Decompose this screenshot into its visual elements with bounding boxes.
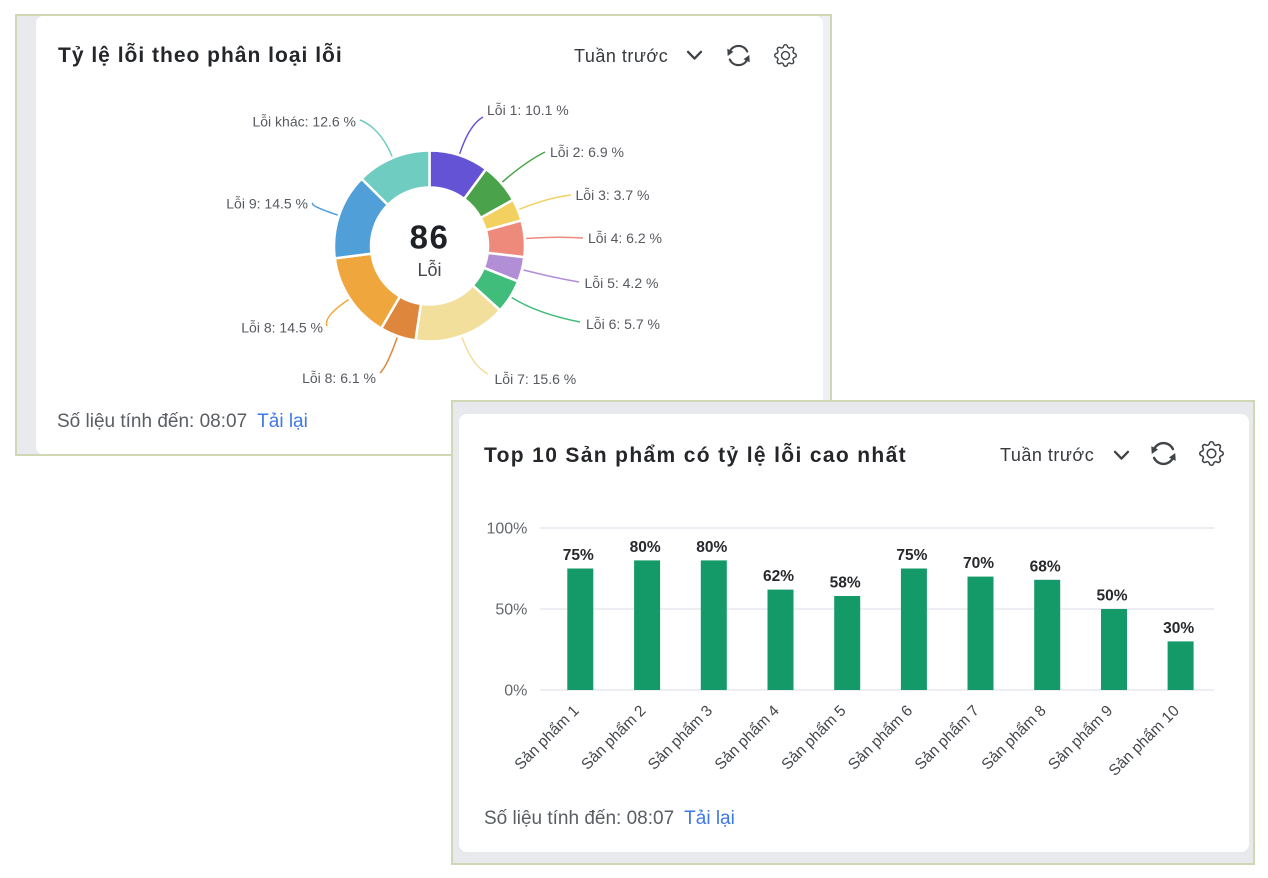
svg-text:50%: 50% [495,601,527,618]
svg-text:Sản phẩm 2: Sản phẩm 2 [578,702,649,773]
svg-text:Lỗi 3: 3.7 %: Lỗi 3: 3.7 % [576,187,650,203]
svg-text:62%: 62% [763,568,794,585]
svg-text:80%: 80% [630,539,661,556]
svg-text:100%: 100% [486,520,527,537]
svg-text:Lỗi 2: 6.9 %: Lỗi 2: 6.9 % [550,144,624,160]
svg-text:Sản phẩm 4: Sản phẩm 4 [712,702,783,773]
svg-text:Sản phẩm 6: Sản phẩm 6 [845,702,916,773]
svg-text:Sản phẩm 7: Sản phẩm 7 [912,702,983,773]
svg-text:Sản phẩm 3: Sản phẩm 3 [645,702,716,773]
svg-text:Lỗi 4: 6.2 %: Lỗi 4: 6.2 % [588,230,662,246]
svg-text:0%: 0% [504,682,527,699]
svg-text:86: 86 [410,219,450,256]
svg-text:Sản phẩm 10: Sản phẩm 10 [1106,702,1183,779]
svg-text:Lỗi 6: 5.7 %: Lỗi 6: 5.7 % [586,316,660,332]
svg-text:Lỗi: Lỗi [417,259,441,280]
svg-text:70%: 70% [963,555,994,572]
svg-text:Sản phẩm 5: Sản phẩm 5 [778,702,849,773]
svg-text:Lỗi 1: 10.1 %: Lỗi 1: 10.1 % [487,102,569,118]
svg-text:Lỗi 8: 6.1 %: Lỗi 8: 6.1 % [302,370,376,386]
svg-text:Lỗi khác: 12.6 %: Lỗi khác: 12.6 % [252,113,356,129]
svg-text:Sản phẩm 9: Sản phẩm 9 [1045,702,1116,773]
svg-text:30%: 30% [1163,620,1194,637]
svg-text:Lỗi 5: 4.2 %: Lỗi 5: 4.2 % [585,275,659,291]
svg-text:58%: 58% [830,575,861,592]
svg-text:75%: 75% [896,547,927,564]
svg-text:Sản phẩm 8: Sản phẩm 8 [978,702,1049,773]
svg-text:Lỗi 7: 15.6 %: Lỗi 7: 15.6 % [495,371,577,387]
svg-text:80%: 80% [696,539,727,556]
svg-text:Lỗi 8: 14.5 %: Lỗi 8: 14.5 % [241,320,323,336]
svg-text:75%: 75% [563,547,594,564]
svg-text:Lỗi 9: 14.5 %: Lỗi 9: 14.5 % [226,196,308,212]
svg-text:50%: 50% [1096,588,1127,605]
svg-text:Sản phẩm 1: Sản phẩm 1 [511,702,582,773]
svg-text:68%: 68% [1030,558,1061,575]
